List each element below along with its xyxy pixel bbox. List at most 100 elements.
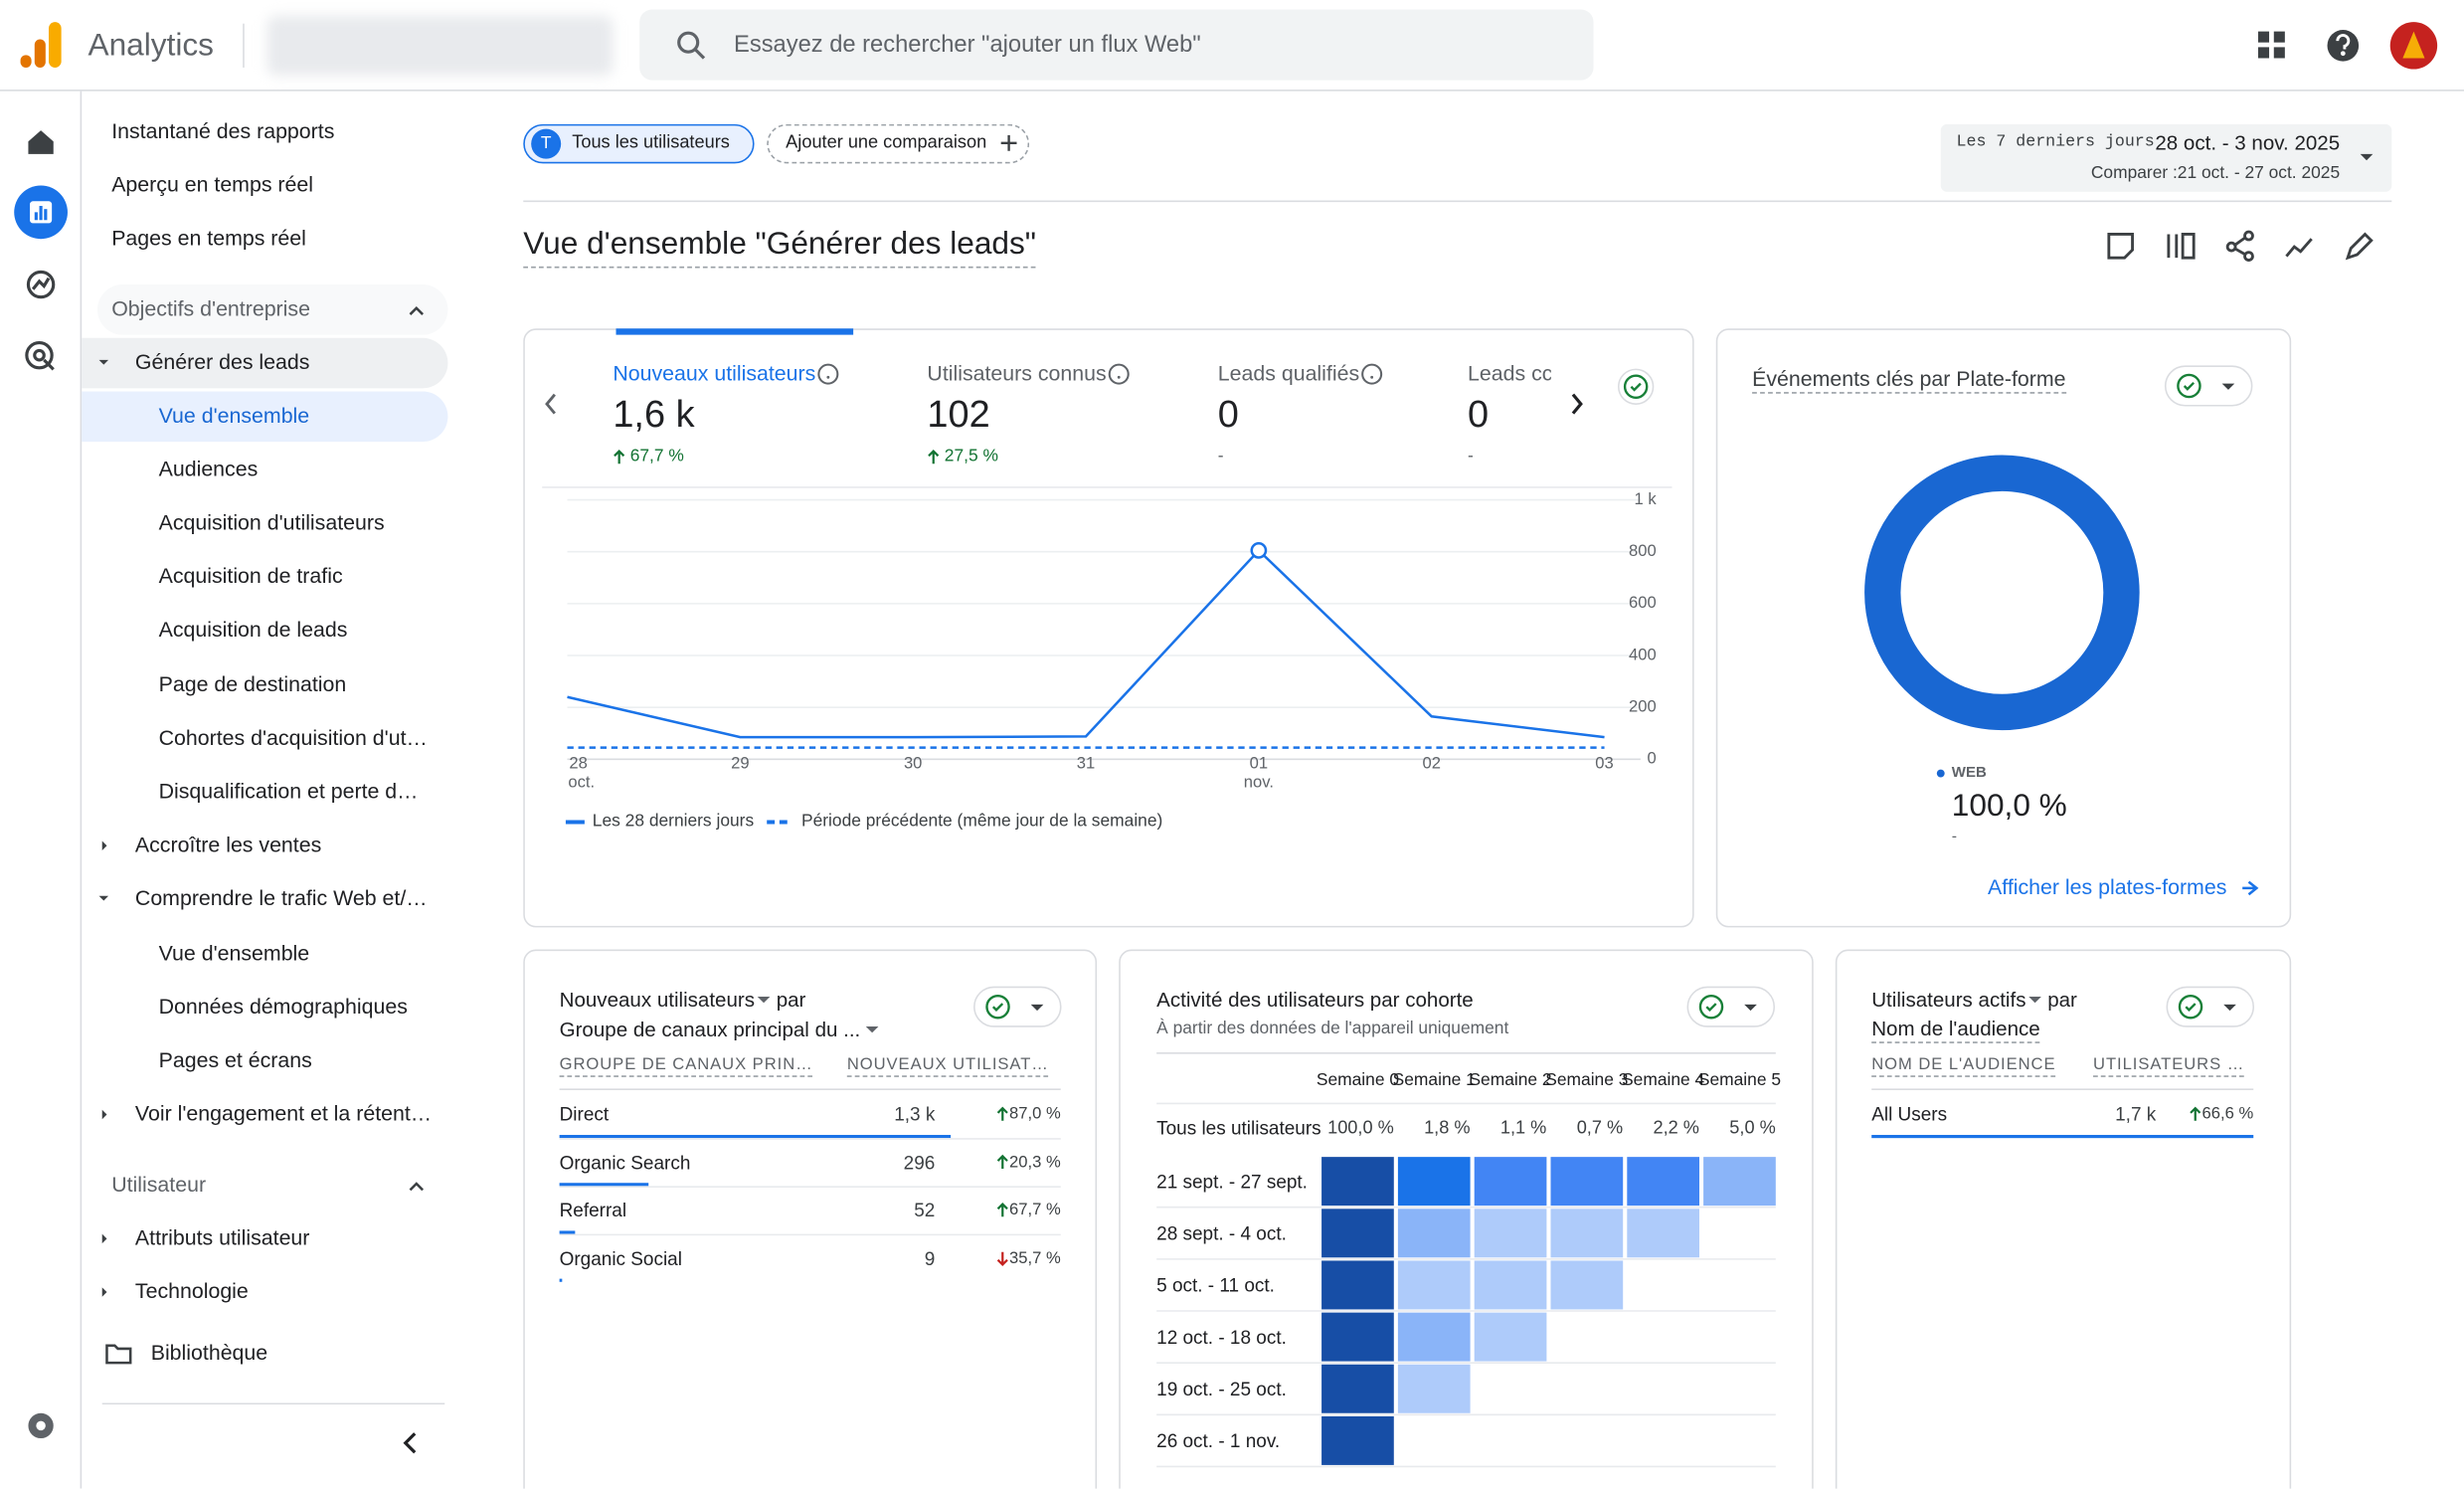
nav-item[interactable]: Accroître les ventes: [134, 833, 322, 857]
nav-item[interactable]: Audiences: [158, 457, 259, 481]
nav-item[interactable]: Pages et écrans: [158, 1047, 312, 1072]
nav-item[interactable]: Acquisition de trafic: [158, 564, 343, 588]
nav-item[interactable]: Aperçu en temps réel: [111, 172, 314, 197]
y-tick-label: 1 k: [1634, 489, 1657, 509]
dropdown-arrow: [2360, 153, 2374, 161]
x-tick-label: 30: [903, 754, 923, 774]
column-header: Semaine 3: [1545, 1070, 1629, 1090]
link-arrow: [2242, 880, 2259, 896]
nav-section[interactable]: Objectifs d'entreprise: [111, 296, 310, 321]
tab-label[interactable]: Nouveaux utilisateurs: [613, 361, 816, 386]
nav-item[interactable]: Instantané des rapports: [111, 118, 335, 143]
cohort-cell: [1321, 1260, 1394, 1310]
card-title: Nouveaux utilisateurs: [559, 987, 756, 1012]
reports-icon[interactable]: [14, 185, 68, 240]
edit-icon[interactable]: [2345, 232, 2374, 261]
column-header: Semaine 4: [1622, 1070, 1705, 1090]
y-tick-label: 600: [1628, 593, 1657, 613]
nav-item[interactable]: Données démographiques: [158, 995, 408, 1019]
platform-card: [1715, 328, 2292, 928]
logo: [20, 22, 62, 68]
page-title: Vue d'ensemble "Générer des leads": [523, 226, 1037, 269]
nav-item[interactable]: Attributs utilisateur: [134, 1225, 310, 1250]
nav-item[interactable]: Disqualification et perte d…: [158, 779, 419, 804]
insights-icon[interactable]: [2107, 233, 2134, 260]
nav-item[interactable]: Générer des leads: [134, 350, 310, 374]
cohort-cell: [1397, 1364, 1471, 1413]
row-bar: [559, 1278, 563, 1282]
legend-change: -: [1951, 828, 1958, 846]
segment-chip[interactable]: [523, 123, 755, 164]
home-icon[interactable]: [28, 130, 54, 154]
apps-icon[interactable]: [2257, 31, 2285, 59]
nav-item-highlight[interactable]: [96, 284, 448, 335]
nav-item-highlight[interactable]: [82, 337, 448, 389]
y-tick-label: 400: [1628, 646, 1657, 665]
left-rail: [0, 91, 83, 1489]
advertising-icon[interactable]: [25, 340, 55, 371]
legend-label: Période précédente (même jour de la sema…: [800, 812, 1163, 832]
row-bar: [559, 1135, 952, 1139]
card-title: Activité des utilisateurs par cohorte: [1156, 987, 1474, 1012]
row-change: 66,6 %: [2201, 1104, 2254, 1124]
add-comparison-chip[interactable]: [767, 123, 1030, 164]
date-picker[interactable]: [1940, 123, 2392, 192]
row-change: 35,7 %: [1009, 1248, 1061, 1268]
settings-icon[interactable]: [28, 1412, 54, 1439]
cohort-cell: [1321, 1157, 1394, 1207]
tab-label[interactable]: Leads cc: [1468, 361, 1551, 386]
help-icon[interactable]: [2327, 30, 2360, 62]
nav-item[interactable]: Pages en temps réel: [111, 226, 306, 251]
row-label: 21 sept. - 27 sept.: [1156, 1170, 1308, 1193]
trend-arrow: [996, 1154, 1008, 1169]
cohort-cell: [1627, 1209, 1700, 1258]
next-button[interactable]: [1571, 393, 1583, 415]
nav-item[interactable]: Comprendre le trafic Web et/…: [134, 886, 428, 910]
card-title: Événements clés par Plate-forme: [1752, 367, 2066, 395]
channel-card: [523, 949, 1098, 1489]
add-comparison[interactable]: Ajouter une comparaison: [786, 132, 987, 152]
nav-item[interactable]: Vue d'ensemble: [158, 941, 310, 966]
row-label: Referral: [559, 1199, 627, 1221]
dropdown-arrow: [2223, 1004, 2236, 1012]
nav-item[interactable]: Voir l'engagement et la rétent…: [134, 1101, 433, 1126]
nav-item[interactable]: Acquisition de leads: [158, 617, 348, 642]
nav-item[interactable]: Vue d'ensemble: [158, 404, 310, 428]
row-label: All Users: [1871, 1103, 1948, 1126]
tab-label[interactable]: Utilisateurs connus: [927, 361, 1107, 386]
x-tick-label: 29: [731, 754, 750, 774]
explore-icon[interactable]: [26, 270, 56, 299]
trend-icon[interactable]: [2285, 238, 2313, 258]
nav-item[interactable]: Bibliothèque: [150, 1340, 268, 1365]
cohort-cell: [1321, 1312, 1394, 1362]
donut-segment: [1864, 455, 2140, 731]
nav-item-active[interactable]: [82, 391, 448, 443]
nav-section[interactable]: Utilisateur: [111, 1172, 207, 1197]
cohort-cell: [1321, 1209, 1394, 1258]
cohort-cell: [1550, 1157, 1624, 1207]
x-tick-label: 01: [1249, 754, 1269, 774]
total-value: 100,0 %: [1327, 1119, 1394, 1139]
nav-item[interactable]: Technologie: [134, 1279, 249, 1303]
tab-label[interactable]: Leads qualifiés: [1217, 361, 1360, 386]
share-icon[interactable]: [2225, 230, 2254, 262]
avatar[interactable]: [2389, 22, 2438, 70]
row-label: 5 oct. - 11 oct.: [1156, 1273, 1275, 1296]
row-value: 1,3 k: [894, 1103, 936, 1126]
plus-icon: [1000, 134, 1017, 151]
search-box[interactable]: [639, 9, 1594, 81]
y-tick-label: 200: [1628, 697, 1657, 717]
compare-icon[interactable]: [2167, 233, 2196, 260]
view-platforms-link[interactable]: Afficher les plates-formes: [1988, 875, 2227, 899]
trend-arrow: [996, 1251, 1008, 1266]
collapse-button[interactable]: [403, 1432, 417, 1454]
nav-item[interactable]: Acquisition d'utilisateurs: [158, 510, 385, 535]
nav-item[interactable]: Page de destination: [158, 672, 347, 696]
nav-item[interactable]: Cohortes d'acquisition d'ut…: [158, 725, 428, 750]
y-tick-label: 800: [1628, 541, 1657, 561]
total-value: 1,1 %: [1499, 1119, 1547, 1139]
cohort-cell: [1474, 1209, 1547, 1258]
prev-button[interactable]: [545, 393, 556, 415]
trend-arrow: [2190, 1106, 2201, 1121]
account-selector[interactable]: [266, 15, 614, 76]
